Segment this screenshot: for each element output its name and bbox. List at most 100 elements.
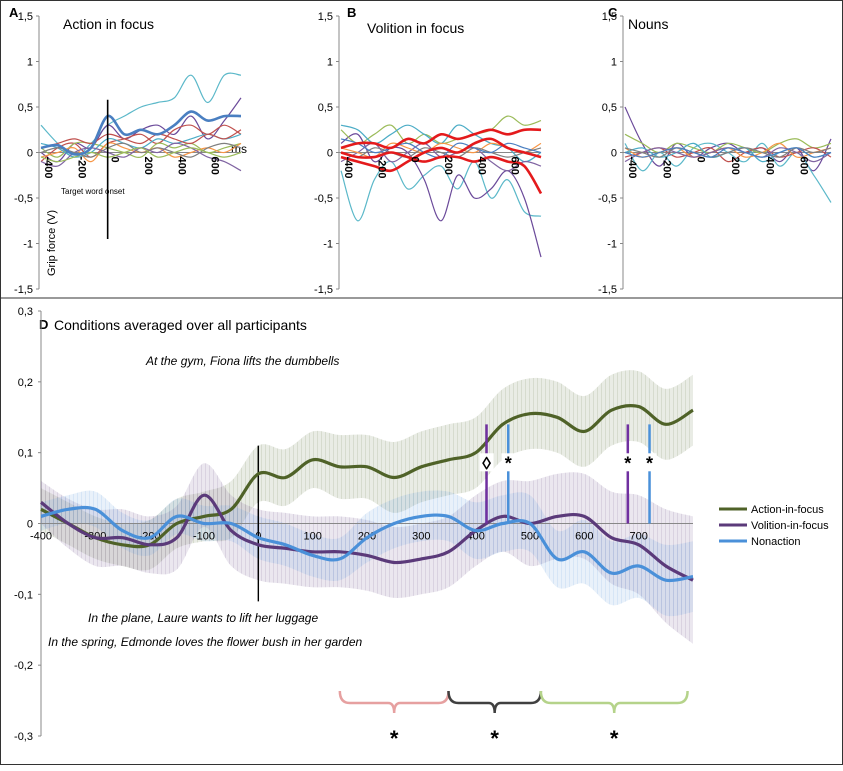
panel-b-series-line bbox=[340, 160, 542, 222]
panel-d-ytick-label: -0,1 bbox=[14, 589, 33, 601]
panel-d-xtick-label: 300 bbox=[412, 531, 430, 543]
panel-c: C Nouns bbox=[608, 5, 668, 32]
panel-d-ytick-label: 0,1 bbox=[18, 448, 33, 460]
panel-d-ytick-label: -0,3 bbox=[14, 731, 33, 743]
panel-d-marker-symbol: * bbox=[624, 453, 631, 473]
panel-a-annotation: Target word onset bbox=[61, 187, 125, 196]
panel-a: A Action in focus ms Target word onset G… bbox=[9, 5, 247, 276]
panel-a-title: Action in focus bbox=[63, 16, 154, 32]
panel-a-xtick-label: 0 bbox=[109, 157, 121, 163]
panel-b-series-line bbox=[340, 115, 542, 145]
panel-b-highlight-line bbox=[340, 137, 542, 173]
panel-d-title: Conditions averaged over all participant… bbox=[54, 317, 307, 333]
panel-c-series-line bbox=[624, 147, 832, 158]
panel-d-letter: D bbox=[39, 317, 48, 332]
panel-a-xtick-label: 600 bbox=[209, 157, 221, 175]
panel-d-bracket-star: * bbox=[610, 726, 619, 751]
panel-d-bracket-star: * bbox=[490, 726, 499, 751]
panel-d-bracket bbox=[539, 690, 689, 714]
panel-c-xtick-label: 600 bbox=[798, 157, 810, 175]
panel-c-ytick-label: 0 bbox=[611, 148, 617, 160]
panel-d-ytick-label: 0,3 bbox=[18, 306, 33, 318]
panel-c-xtick-label: -400 bbox=[626, 157, 638, 179]
panel-c-letter: C bbox=[608, 5, 618, 20]
panel-d-marker-bg bbox=[642, 453, 657, 472]
panel-b-xtick-label: 200 bbox=[442, 157, 454, 175]
panel-b-ytick-label: -0,5 bbox=[314, 193, 333, 205]
panel-d: D Conditions averaged over all participa… bbox=[39, 317, 307, 333]
panel-a-series-line bbox=[40, 72, 242, 158]
panel-d-line-volition-in-focus bbox=[40, 493, 694, 582]
panel-b-letter: B bbox=[347, 5, 356, 20]
panel-a-xtick-label: -400 bbox=[42, 157, 54, 179]
panel-d-xtick-label: 600 bbox=[575, 531, 593, 543]
panel-d-marker-symbol: * bbox=[505, 453, 512, 473]
panel-b-ytick-label: -1,5 bbox=[314, 284, 333, 296]
sentence-action: At the gym, Fiona lifts the dumbbells bbox=[145, 354, 339, 368]
panel-a-xtick-label: -200 bbox=[75, 157, 87, 179]
legend-label: Nonaction bbox=[751, 536, 801, 548]
panel-b-xtick-label: 600 bbox=[509, 157, 521, 175]
panel-a-ytick-label: 0,5 bbox=[18, 102, 33, 114]
panel-b-xtick-label: 0 bbox=[409, 157, 421, 163]
panel-d-line-nonaction bbox=[40, 505, 694, 583]
panel-a-series-line bbox=[40, 142, 242, 158]
legend-label: Action-in-focus bbox=[751, 504, 824, 516]
panel-b-xtick-label: 400 bbox=[475, 157, 487, 175]
panel-c-xtick-label: -200 bbox=[660, 157, 672, 179]
panel-a-ytick-label: 1 bbox=[27, 57, 33, 69]
panel-d-bracket bbox=[447, 690, 543, 714]
panel-b-plot: 1,5 1 0,5 0 -0,5 -1 -1,5 -400 -200 0 200 400 600 bbox=[314, 11, 543, 296]
panel-b-ytick-label: -1 bbox=[323, 239, 333, 251]
panel-a-plot: 1,5 1 0,5 0 -0,5 -1 -1,5 -400 -200 0 200 400 600 bbox=[14, 11, 242, 296]
panel-d-xtick-label: 100 bbox=[303, 531, 321, 543]
panel-c-ytick-label: 0,5 bbox=[602, 102, 617, 114]
panel-c-title: Nouns bbox=[628, 16, 668, 32]
panel-d-ytick-label: -0,2 bbox=[14, 660, 33, 672]
sentence-nonaction: In the spring, Edmonde loves the flower … bbox=[48, 635, 363, 649]
panel-b-highlight-line bbox=[340, 151, 543, 195]
panel-b: B Volition in focus bbox=[347, 5, 464, 36]
panel-a-xtick-label: 400 bbox=[175, 157, 187, 175]
panel-a-series-line bbox=[40, 147, 242, 163]
panel-d-xtick-label: -400 bbox=[30, 531, 52, 543]
panel-c-series-line bbox=[624, 133, 832, 154]
panel-b-series-line bbox=[340, 147, 542, 158]
panel-b-ytick-label: 1 bbox=[327, 57, 333, 69]
panel-b-xtick-label: -400 bbox=[342, 157, 354, 179]
plots-layer: 1,510,50-0,5-1-1,5-400 -200 0 200 400 6001,51… bbox=[14, 11, 832, 751]
panel-a-ytick-label: -0,5 bbox=[14, 193, 33, 205]
panel-c-xtick-label: 400 bbox=[763, 157, 775, 175]
panel-a-ytick-label: 1,5 bbox=[18, 11, 33, 23]
panel-b-ytick-label: 0 bbox=[327, 148, 333, 160]
panel-d-marker-symbol: * bbox=[646, 453, 653, 473]
panel-c-ytick-label: -0,5 bbox=[598, 193, 617, 205]
panel-a-series-line bbox=[40, 129, 242, 149]
panel-c-ytick-label: 1,5 bbox=[602, 11, 617, 23]
panel-d-xtick-label: 700 bbox=[629, 531, 647, 543]
panel-c-ytick-label: 1 bbox=[611, 57, 617, 69]
panel-b-xtick-label: -200 bbox=[375, 157, 387, 179]
panel-a-xtick-label: 200 bbox=[142, 157, 154, 175]
panel-d-bracket-star: * bbox=[390, 726, 399, 751]
sentence-volition: In the plane, Laure wants to lift her lu… bbox=[88, 611, 318, 625]
panel-c-xtick-label: 0 bbox=[695, 157, 707, 163]
panel-d-ytick-label: 0 bbox=[27, 519, 33, 531]
panel-d-marker-bg bbox=[620, 453, 635, 472]
panel-c-plot: 1,5 1 0,5 0 -0,5 -1 -1,5 -400 -200 0 200 400 600 bbox=[598, 11, 832, 296]
panel-b-title: Volition in focus bbox=[367, 20, 464, 36]
panel-d-xtick-label: 500 bbox=[521, 531, 539, 543]
panel-c-xtick-label: 200 bbox=[729, 157, 741, 175]
panel-b-ytick-label: 0,5 bbox=[318, 102, 333, 114]
panel-d-bracket bbox=[338, 690, 450, 714]
legend-label: Volition-in-focus bbox=[751, 520, 829, 532]
panel-d-marker-bg bbox=[501, 453, 516, 472]
panel-a-ylabel: Grip force (V) bbox=[46, 210, 58, 276]
panel-d-xtick-label: -100 bbox=[193, 531, 215, 543]
panel-a-highlight-line bbox=[40, 110, 242, 156]
panel-a-ytick-label: 0 bbox=[27, 148, 33, 160]
panel-b-ytick-label: 1,5 bbox=[318, 11, 333, 23]
panel-a-ytick-label: -1 bbox=[23, 239, 33, 251]
